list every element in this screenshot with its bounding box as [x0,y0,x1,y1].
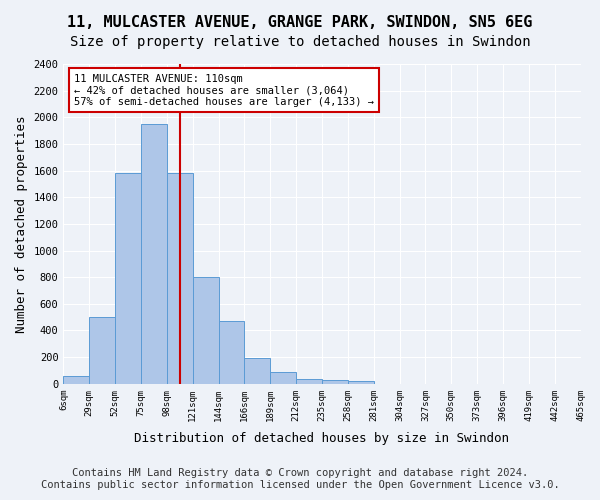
X-axis label: Distribution of detached houses by size in Swindon: Distribution of detached houses by size … [134,432,509,445]
Bar [115,174,141,384]
Bar [89,317,115,384]
Bar [296,379,322,384]
Bar [322,380,348,384]
Text: Size of property relative to detached houses in Swindon: Size of property relative to detached ho… [70,35,530,49]
Text: 11, MULCASTER AVENUE, GRANGE PARK, SWINDON, SN5 6EG: 11, MULCASTER AVENUE, GRANGE PARK, SWIND… [67,15,533,30]
Bar [244,358,270,384]
Bar [193,277,218,384]
Text: Contains HM Land Registry data © Crown copyright and database right 2024.
Contai: Contains HM Land Registry data © Crown c… [41,468,559,490]
Bar [348,381,374,384]
Text: 11 MULCASTER AVENUE: 110sqm
← 42% of detached houses are smaller (3,064)
57% of : 11 MULCASTER AVENUE: 110sqm ← 42% of det… [74,74,374,107]
Bar [218,321,244,384]
Bar [141,124,167,384]
Y-axis label: Number of detached properties: Number of detached properties [15,115,28,332]
Bar [167,174,193,384]
Bar [64,376,89,384]
Bar [270,372,296,384]
